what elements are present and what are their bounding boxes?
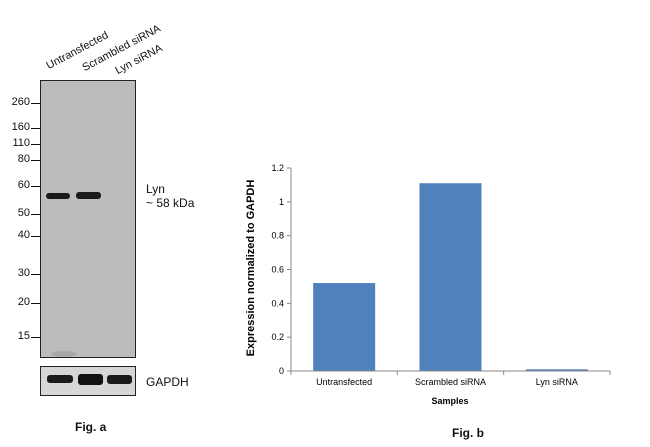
mw-tick: [31, 186, 40, 187]
gapdh-band-lyn-sirna: [107, 375, 132, 384]
mw-tick: [31, 236, 40, 237]
loading-control-label: GAPDH: [146, 375, 189, 389]
fig-b-caption: Fig. b: [452, 426, 484, 440]
mw-tick: [31, 144, 40, 145]
x-tick-label: Scrambled siRNA: [415, 377, 486, 387]
mw-tick: [31, 160, 40, 161]
gapdh-band-untransfected: [47, 375, 73, 383]
mw-tick: [31, 303, 40, 304]
mw-marker: 260: [11, 96, 30, 108]
y-tick-label: 1: [279, 197, 284, 207]
mw-marker: 80: [17, 153, 30, 165]
mw-marker: 20: [17, 296, 30, 308]
x-axis-title: Samples: [431, 396, 468, 406]
mw-marker: 60: [17, 179, 30, 191]
y-tick-label: 0.4: [271, 298, 284, 308]
mw-marker: 30: [17, 267, 30, 279]
target-name: Lyn: [146, 182, 165, 196]
x-tick-label: Lyn siRNA: [536, 377, 578, 387]
mw-tick: [31, 214, 40, 215]
lyn-band-scrambled: [76, 192, 101, 199]
y-tick-label: 0.2: [271, 332, 284, 342]
bar-lyn-sirna: [525, 369, 588, 371]
mw-marker: 110: [12, 137, 30, 149]
y-tick-label: 0.8: [271, 231, 284, 241]
blot-smudge: [51, 351, 77, 357]
mw-marker: 15: [17, 330, 30, 342]
y-axis-ticks: 0 0.2 0.4 0.6 0.8 1 1.2: [271, 163, 291, 376]
target-label-lyn: Lyn ~ 58 kDa: [146, 182, 194, 210]
fig-a-caption: Fig. a: [75, 420, 107, 434]
y-tick-label: 0: [279, 366, 284, 376]
x-axis-ticks: Untransfected Scrambled siRNA Lyn siRNA: [290, 371, 611, 387]
mw-marker: 50: [17, 207, 30, 219]
mw-tick: [31, 128, 40, 129]
mw-tick: [31, 103, 40, 104]
mw-tick: [31, 337, 40, 338]
bar-scrambled-sirna: [419, 183, 482, 371]
mw-marker: 160: [11, 121, 30, 133]
gapdh-band-scrambled: [78, 374, 103, 385]
y-tick-label: 0.6: [271, 265, 284, 275]
y-tick-label: 1.2: [271, 163, 284, 173]
mw-marker: 40: [17, 229, 30, 241]
gapdh-blot-membrane: [40, 366, 136, 396]
bar-untransfected: [313, 283, 376, 371]
x-tick-label: Untransfected: [316, 377, 372, 387]
mw-tick: [31, 274, 40, 275]
y-axis-title: Expression normalized to GAPDH: [245, 180, 257, 357]
lyn-band-untransfected: [46, 193, 70, 199]
chart-bars: [313, 183, 588, 371]
target-size: ~ 58 kDa: [146, 196, 195, 210]
main-blot-membrane: [40, 80, 136, 358]
